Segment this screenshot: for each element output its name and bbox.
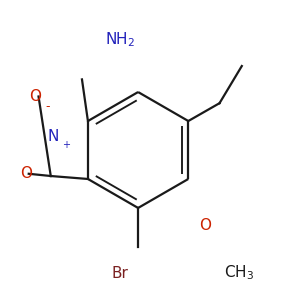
Text: N: N <box>48 129 59 144</box>
Text: NH$_2$: NH$_2$ <box>105 31 135 50</box>
Text: -: - <box>45 100 50 113</box>
Text: Br: Br <box>111 266 128 281</box>
Text: +: + <box>62 140 70 151</box>
Text: O: O <box>20 166 32 181</box>
Text: O: O <box>30 89 42 104</box>
Text: CH$_3$: CH$_3$ <box>224 263 254 282</box>
Text: O: O <box>199 218 211 233</box>
